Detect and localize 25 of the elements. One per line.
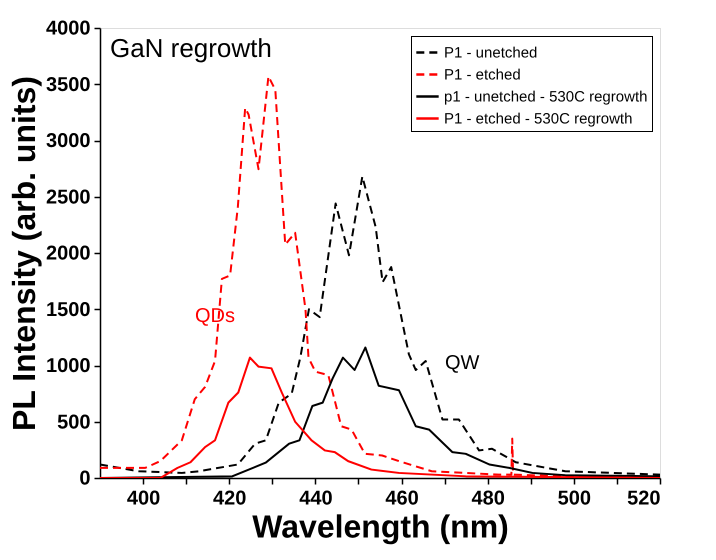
annotation: GaN regrowth xyxy=(110,33,272,63)
y-axis-title: PL Intensity (arb. units) xyxy=(6,76,42,431)
x-tick-label: 460 xyxy=(385,488,419,510)
x-tick-label: 440 xyxy=(299,488,333,510)
x-tick-label: 520 xyxy=(627,488,660,510)
y-tick-label: 2500 xyxy=(46,186,90,208)
y-tick-label: 3500 xyxy=(46,74,90,96)
x-axis-title: Wavelength (nm) xyxy=(252,508,509,544)
legend-label: P1 - unetched xyxy=(444,44,538,62)
x-tick-label: 500 xyxy=(558,488,592,510)
annotation: QDs xyxy=(195,305,235,327)
y-tick-label: 4000 xyxy=(46,18,90,40)
x-tick-label: 400 xyxy=(126,488,160,510)
legend-label: P1 - etched xyxy=(444,66,521,84)
annotation: QW xyxy=(445,352,480,374)
x-tick-label: 480 xyxy=(472,488,505,510)
y-tick-label: 0 xyxy=(79,468,90,490)
legend-label: p1 - unetched - 530C regrowth xyxy=(444,88,648,106)
x-tick-label: 420 xyxy=(213,488,246,510)
y-tick-label: 3000 xyxy=(46,130,90,152)
legend-label: P1 - etched - 530C regrowth xyxy=(444,110,632,128)
y-tick-label: 500 xyxy=(57,411,90,434)
y-tick-label: 2000 xyxy=(46,242,90,264)
y-tick-label: 1500 xyxy=(46,298,90,321)
y-tick-label: 1000 xyxy=(46,355,90,377)
